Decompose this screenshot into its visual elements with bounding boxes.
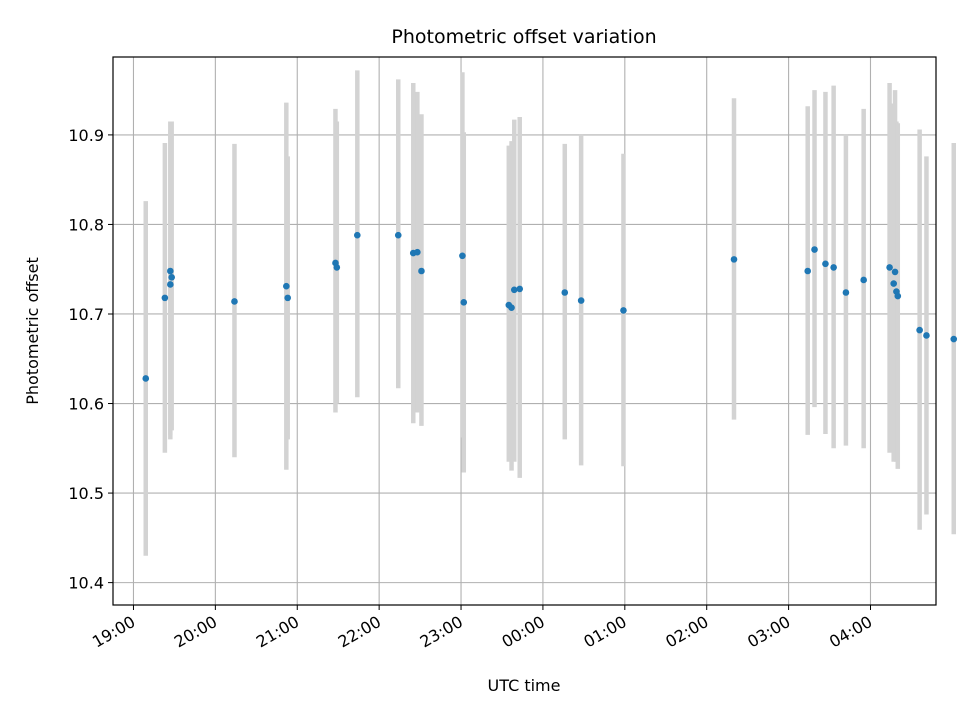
data-point: [167, 281, 174, 288]
data-points: [142, 231, 958, 382]
data-point: [890, 280, 897, 287]
data-point: [231, 298, 238, 305]
y-axis-ticks: 10.4 10.5 10.6 10.7 10.8 10.9: [68, 126, 113, 593]
data-point: [508, 304, 515, 312]
data-point: [916, 326, 923, 334]
data-point: [886, 264, 893, 271]
data-point: [516, 285, 524, 293]
data-point: [811, 246, 818, 253]
data-point: [894, 292, 902, 300]
y-axis-label: Photometric offset: [23, 257, 42, 405]
grid: [113, 57, 936, 605]
data-point: [561, 289, 569, 296]
y-tick-label: 10.9: [68, 126, 104, 145]
data-point: [283, 282, 290, 290]
data-point: [830, 264, 837, 271]
data-point: [414, 248, 421, 256]
data-point: [842, 289, 850, 296]
data-point: [394, 231, 402, 239]
data-point: [510, 286, 518, 294]
data-point: [418, 267, 425, 275]
data-point: [577, 297, 585, 304]
x-axis-label: UTC time: [488, 676, 561, 695]
y-tick-label: 10.5: [68, 484, 104, 503]
data-point: [459, 252, 466, 260]
data-point: [860, 276, 867, 284]
data-point: [620, 307, 627, 314]
plot-frame: [112, 56, 937, 606]
y-tick-label: 10.7: [68, 305, 104, 324]
data-point: [460, 299, 468, 306]
data-point: [804, 267, 812, 275]
data-point: [354, 231, 361, 239]
data-point: [284, 294, 291, 302]
chart-title: Photometric offset variation: [391, 26, 656, 48]
y-tick-label: 10.6: [68, 395, 104, 414]
data-point: [161, 294, 169, 302]
data-point: [142, 375, 150, 382]
data-point: [333, 264, 341, 271]
y-tick-label: 10.8: [68, 215, 104, 234]
data-point: [923, 332, 930, 339]
data-point: [167, 267, 174, 275]
data-point: [730, 256, 738, 263]
data-point: [950, 335, 958, 343]
data-point: [822, 260, 829, 268]
data-point: [891, 268, 899, 276]
y-tick-label: 10.4: [68, 574, 104, 593]
data-point: [168, 273, 175, 281]
